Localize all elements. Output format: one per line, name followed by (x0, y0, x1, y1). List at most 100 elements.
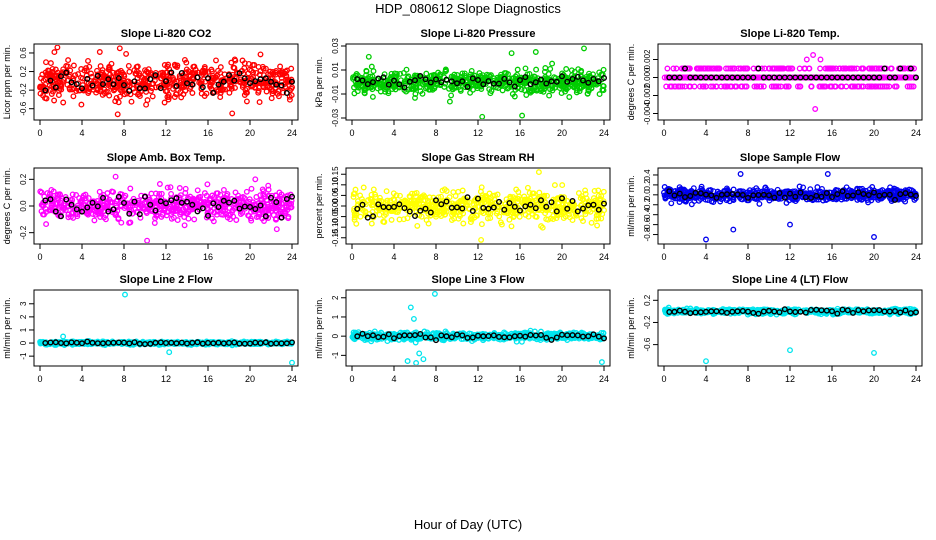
data-point (512, 86, 519, 93)
data-point (253, 194, 260, 200)
data-point (590, 195, 597, 202)
hourly-mean-point (359, 77, 366, 84)
data-point (409, 85, 416, 92)
outlier-point (817, 56, 824, 63)
data-point (681, 186, 688, 193)
data-point (673, 65, 680, 72)
data-point (247, 215, 254, 222)
y-axis-label: ml/min per min. (2, 297, 12, 359)
hourly-mean-point (262, 213, 269, 220)
hourly-mean-point (755, 65, 762, 72)
hourly-mean-point (162, 340, 169, 347)
x-tick-label: 8 (433, 128, 438, 138)
data-point (113, 211, 120, 217)
hourly-mean-point (703, 191, 710, 198)
data-point (596, 69, 603, 76)
data-point (43, 209, 49, 216)
data-point (163, 208, 170, 215)
y-tick-label: 0.2 (19, 173, 28, 185)
data-point (735, 65, 742, 72)
y-tick-label: 0.15 (331, 166, 340, 182)
hourly-mean-point (199, 205, 206, 212)
x-tick-label: 12 (473, 128, 483, 138)
data-point (228, 85, 235, 92)
data-point (151, 220, 158, 226)
data-point (265, 182, 272, 189)
data-point (486, 86, 493, 93)
panel-title: Slope Amb. Box Temp. (107, 152, 226, 164)
data-point (664, 65, 671, 72)
hourly-mean-point (666, 188, 673, 195)
hourly-mean-point (417, 72, 424, 79)
hourly-mean-point (225, 199, 232, 206)
data-point (149, 93, 156, 100)
hourly-mean-point (907, 65, 914, 72)
hourly-mean-point (459, 78, 466, 85)
data-point (753, 83, 760, 90)
data-point (708, 65, 715, 72)
scatter-points (349, 291, 608, 365)
x-tick-label: 0 (349, 128, 354, 138)
hourly-mean-point (448, 78, 455, 85)
data-point (911, 65, 918, 72)
y-axis-label: degrees C per min. (2, 168, 12, 245)
data-point (569, 201, 576, 208)
data-point (277, 63, 284, 70)
data-point (825, 65, 832, 72)
panel-title: Slope Li-820 Pressure (421, 28, 536, 40)
x-tick-label: 20 (245, 252, 255, 262)
data-point (412, 91, 419, 97)
data-point (273, 207, 280, 214)
hourly-mean-point (692, 74, 699, 81)
data-point (273, 192, 279, 199)
hourly-mean-point (268, 78, 275, 85)
data-point (237, 79, 243, 86)
data-point (689, 74, 696, 81)
outlier-point (478, 236, 485, 243)
data-point (115, 99, 122, 106)
data-point (426, 86, 433, 93)
data-point (361, 87, 368, 94)
outlier-point (229, 110, 236, 117)
hourly-mean-point (236, 205, 243, 212)
hourly-mean-point (58, 340, 65, 347)
data-point (147, 88, 154, 94)
data-point (170, 214, 177, 221)
data-point (425, 220, 432, 227)
hourly-mean-point (406, 78, 413, 85)
hourly-mean-point (246, 340, 253, 347)
hourly-mean-point (115, 193, 122, 200)
data-point (43, 59, 49, 66)
x-tick-label: 4 (391, 128, 396, 138)
hourly-mean-point (210, 89, 217, 96)
data-point (54, 45, 61, 51)
data-point (201, 190, 208, 197)
hourly-mean-point (734, 191, 741, 198)
data-point (361, 90, 368, 97)
data-point (438, 193, 444, 200)
outlier-point (252, 176, 259, 183)
hourly-mean-point (433, 197, 440, 204)
data-point (105, 66, 112, 73)
outlier-point (803, 56, 810, 63)
hourly-mean-point (548, 78, 555, 85)
outlier-point (812, 106, 819, 112)
data-point (519, 200, 526, 206)
hourly-mean-point (189, 201, 196, 208)
hourly-mean-point (283, 340, 290, 347)
data-point (566, 94, 573, 100)
data-point (694, 65, 701, 72)
data-point (224, 191, 231, 197)
data-point (587, 208, 594, 215)
data-point (161, 62, 168, 68)
data-point (186, 85, 193, 92)
hourly-mean-point (58, 213, 65, 220)
data-point (751, 83, 758, 90)
data-point (37, 188, 44, 195)
y-tick-label: 0 (19, 340, 28, 345)
x-tick-label: 24 (599, 374, 609, 384)
hourly-mean-point (485, 205, 492, 212)
x-tick-label: 4 (703, 128, 708, 138)
data-point (96, 188, 103, 195)
hourly-mean-point (739, 191, 746, 198)
